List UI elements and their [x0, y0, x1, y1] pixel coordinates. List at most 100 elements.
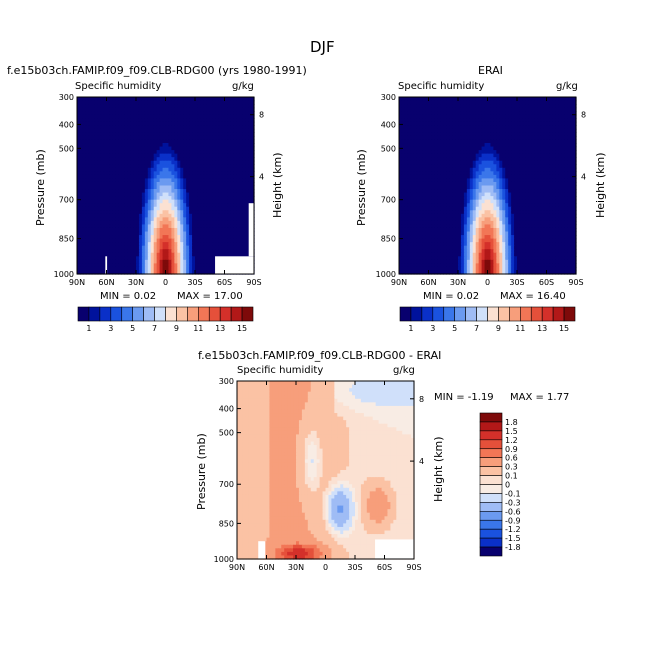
- colorbar2-swatch: [520, 306, 532, 322]
- panel2-y-tick-label: 300: [381, 93, 396, 102]
- panel2-y2-tick-label: 4: [581, 173, 586, 182]
- colorbar1-swatch: [187, 306, 199, 322]
- panel2-plot-area: [399, 97, 577, 275]
- panel2-min: MIN = 0.02: [423, 291, 480, 302]
- colorbar1-label: 9: [174, 324, 179, 333]
- panel2-y-tick-label: 700: [381, 196, 396, 205]
- colorbar1-label: 3: [108, 324, 113, 333]
- colorbar3-label: 0.9: [505, 445, 518, 454]
- panel2-x-tick-label: 90N: [391, 278, 407, 287]
- panel3-x-tick-label: 60N: [258, 563, 274, 572]
- colorbar3-label: 0: [505, 481, 510, 490]
- colorbar1-swatch: [165, 306, 177, 322]
- colorbar3-label: 0.6: [505, 454, 518, 463]
- colorbar3-swatch: [479, 448, 503, 458]
- colorbar3-label: 0.1: [505, 472, 518, 481]
- panel3-y-tick-label: 1000: [214, 555, 234, 564]
- panel2-units: g/kg: [556, 81, 578, 92]
- colorbar2-swatch: [563, 306, 576, 322]
- panel3-y-tick-label: 300: [219, 377, 234, 386]
- colorbar2-label: 7: [474, 324, 479, 333]
- figure-title: DJF: [310, 38, 335, 56]
- panel2-y-tick-label: 850: [381, 235, 396, 244]
- colorbar3-swatch: [479, 430, 503, 441]
- panel3-x-tick-label: 30N: [288, 563, 304, 572]
- panel3-x-tick-label: 0: [323, 563, 328, 572]
- panel1-x-tick-label: 90S: [246, 278, 261, 287]
- colorbar3-swatch: [479, 537, 503, 548]
- colorbar1-swatch: [110, 306, 123, 322]
- colorbar2-swatch: [509, 306, 521, 322]
- colorbar2-label: 9: [496, 324, 501, 333]
- colorbar1-label: 11: [193, 324, 203, 333]
- colorbar3-swatch: [479, 412, 503, 423]
- colorbar3-label: -0.6: [505, 507, 521, 516]
- colorbar1-swatch: [198, 306, 210, 322]
- colorbar2-swatch: [410, 306, 423, 322]
- panel1-y-tick-label: 700: [59, 196, 74, 205]
- panel2-x-tick-label: 30S: [509, 278, 524, 287]
- colorbar3-label: -0.9: [505, 516, 521, 525]
- panel1-y-tick-label: 500: [59, 144, 74, 153]
- panel1-missing-region: [248, 203, 254, 257]
- panel2-y-tick-label: 500: [381, 144, 396, 153]
- colorbar1-swatch: [208, 306, 221, 322]
- colorbar2-swatch: [432, 306, 445, 322]
- panel3-units: g/kg: [393, 365, 415, 376]
- colorbar2-swatch: [465, 306, 477, 322]
- colorbar3-swatch: [479, 493, 503, 503]
- colorbar3-label: 1.2: [505, 436, 518, 445]
- panel2-y-tick-label: 400: [381, 120, 396, 129]
- panel1-y-tick-label: 400: [59, 120, 74, 129]
- panel2-left-label: Specific humidity: [398, 81, 485, 92]
- colorbar1-swatch: [77, 306, 90, 322]
- panel3-y-tick-label: 700: [219, 480, 234, 489]
- colorbar3-swatch: [479, 528, 503, 539]
- colorbar3-label: -0.1: [505, 489, 521, 498]
- panel3-y2-tick-label: 8: [419, 395, 424, 404]
- colorbar2-swatch: [487, 306, 499, 322]
- colorbar2-swatch: [530, 306, 543, 322]
- colorbar1-swatch: [121, 306, 133, 322]
- colorbar3-label: -1.2: [505, 525, 521, 534]
- colorbar2-label: 1: [408, 324, 413, 333]
- colorbar1-swatch: [143, 306, 155, 322]
- panel2-x-tick-label: 30N: [450, 278, 466, 287]
- colorbar2-swatch: [399, 306, 412, 322]
- panel1-x-tick-label: 90N: [69, 278, 85, 287]
- panel2-x-tick-label: 60S: [539, 278, 554, 287]
- colorbar3-label: 1.5: [505, 427, 518, 436]
- colorbar1-swatch: [219, 306, 232, 322]
- panel3-x-tick-label: 30S: [347, 563, 362, 572]
- colorbar2-label: 11: [515, 324, 525, 333]
- panel3-min: MIN = -1.19: [434, 392, 494, 403]
- colorbar1-label: 7: [152, 324, 157, 333]
- colorbar3-label: 0.3: [505, 463, 518, 472]
- colorbar3-swatch: [479, 475, 503, 485]
- panel1-y-tick-label: 850: [59, 235, 74, 244]
- panel3-title: f.e15b03ch.FAMIP.f09_f09.CLB-RDG00 - ERA…: [198, 349, 442, 362]
- colorbar3-swatch: [479, 546, 503, 557]
- panel2-y-tick-label: 1000: [376, 270, 396, 279]
- colorbar1-label: 5: [130, 324, 135, 333]
- colorbar2-swatch: [541, 306, 554, 322]
- colorbar1-swatch: [241, 306, 254, 322]
- panel1-title: f.e15b03ch.FAMIP.f09_f09.CLB-RDG00 (yrs …: [7, 64, 307, 77]
- colorbar2-swatch: [552, 306, 565, 322]
- colorbar1-swatch: [88, 306, 101, 322]
- panel3-y-tick-label: 850: [219, 519, 234, 528]
- panel3-y-tick-label: 500: [219, 429, 234, 438]
- colorbar3-label: -1.5: [505, 534, 521, 543]
- colorbar1-label: 1: [86, 324, 91, 333]
- colorbar1-label: 15: [237, 324, 247, 333]
- panel3-x-tick-label: 60S: [377, 563, 392, 572]
- panel1-plot-area: [77, 97, 255, 275]
- colorbar2-label: 15: [559, 324, 569, 333]
- colorbar1-swatch: [176, 306, 188, 322]
- panel1-min: MIN = 0.02: [100, 291, 157, 302]
- panel1-y2-tick-label: 4: [259, 173, 264, 182]
- panel3-y2-tick-label: 4: [419, 457, 424, 466]
- panel3-max: MAX = 1.77: [510, 392, 570, 403]
